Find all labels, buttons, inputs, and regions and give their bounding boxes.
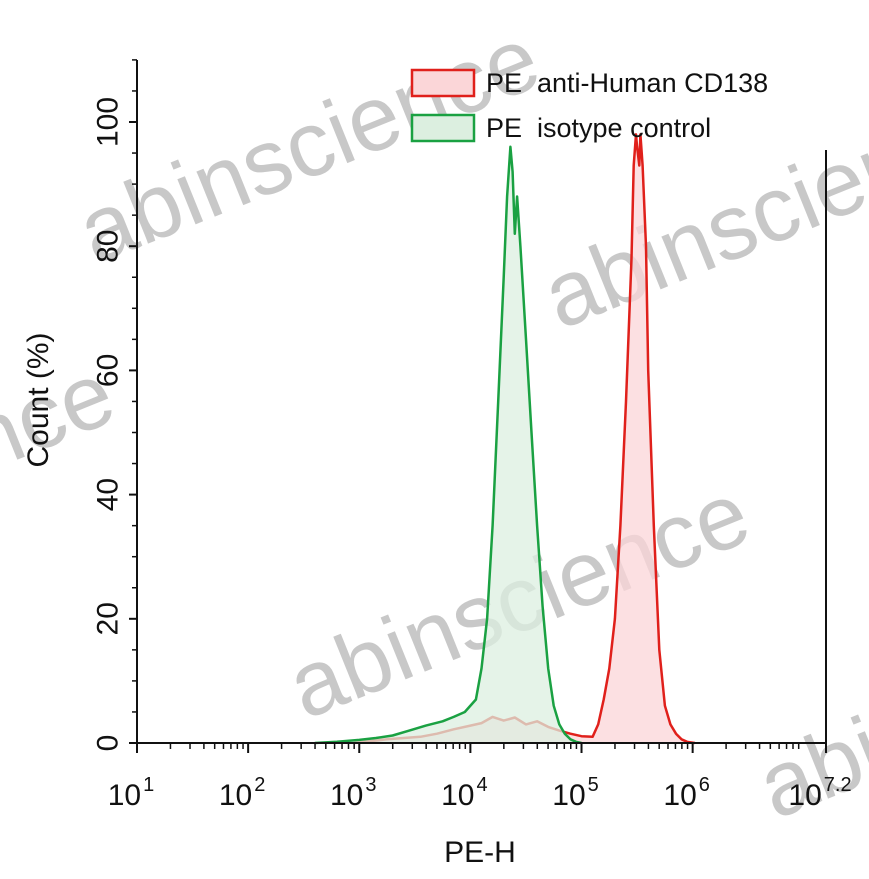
- y-tick-label: 100: [92, 97, 125, 147]
- legend-swatch-1: [410, 113, 476, 143]
- x-tick-label: 10 4: [441, 774, 488, 812]
- y-axis-title: Count (%): [22, 332, 55, 467]
- y-tick-label: 40: [92, 478, 125, 511]
- legend: PE anti-Human CD138 PE isotype control: [410, 68, 768, 143]
- x-tick-label: 10 3: [330, 774, 377, 812]
- x-axis-title: PE-H: [444, 836, 516, 869]
- y-tick-label: 0: [92, 735, 125, 752]
- labels-layer: 0 20 40 60 80 100 10 1 10 2 10 3 10 4 10 5 10 6 10 7.2: [92, 97, 852, 812]
- x-tick-label: 10 7.2: [788, 774, 851, 812]
- series-area-0: [353, 134, 695, 743]
- x-tick-label: 10 1: [108, 774, 155, 812]
- series-layer: [314, 133, 696, 745]
- y-tick-label: 20: [92, 602, 125, 635]
- y-tick-label: 80: [92, 230, 125, 263]
- legend-label-1: PE isotype control: [486, 113, 711, 143]
- y-tick-label: 60: [92, 354, 125, 387]
- series-line-1: [314, 145, 582, 745]
- ticks-layer: [129, 59, 827, 753]
- series-area-1: [314, 146, 582, 744]
- x-tick-label: 10 2: [219, 774, 266, 812]
- x-tick-label: 10 6: [663, 774, 710, 812]
- x-tick-label: 10 5: [552, 774, 599, 812]
- legend-swatch-0: [410, 68, 476, 98]
- legend-label-0: PE anti-Human CD138: [486, 68, 768, 98]
